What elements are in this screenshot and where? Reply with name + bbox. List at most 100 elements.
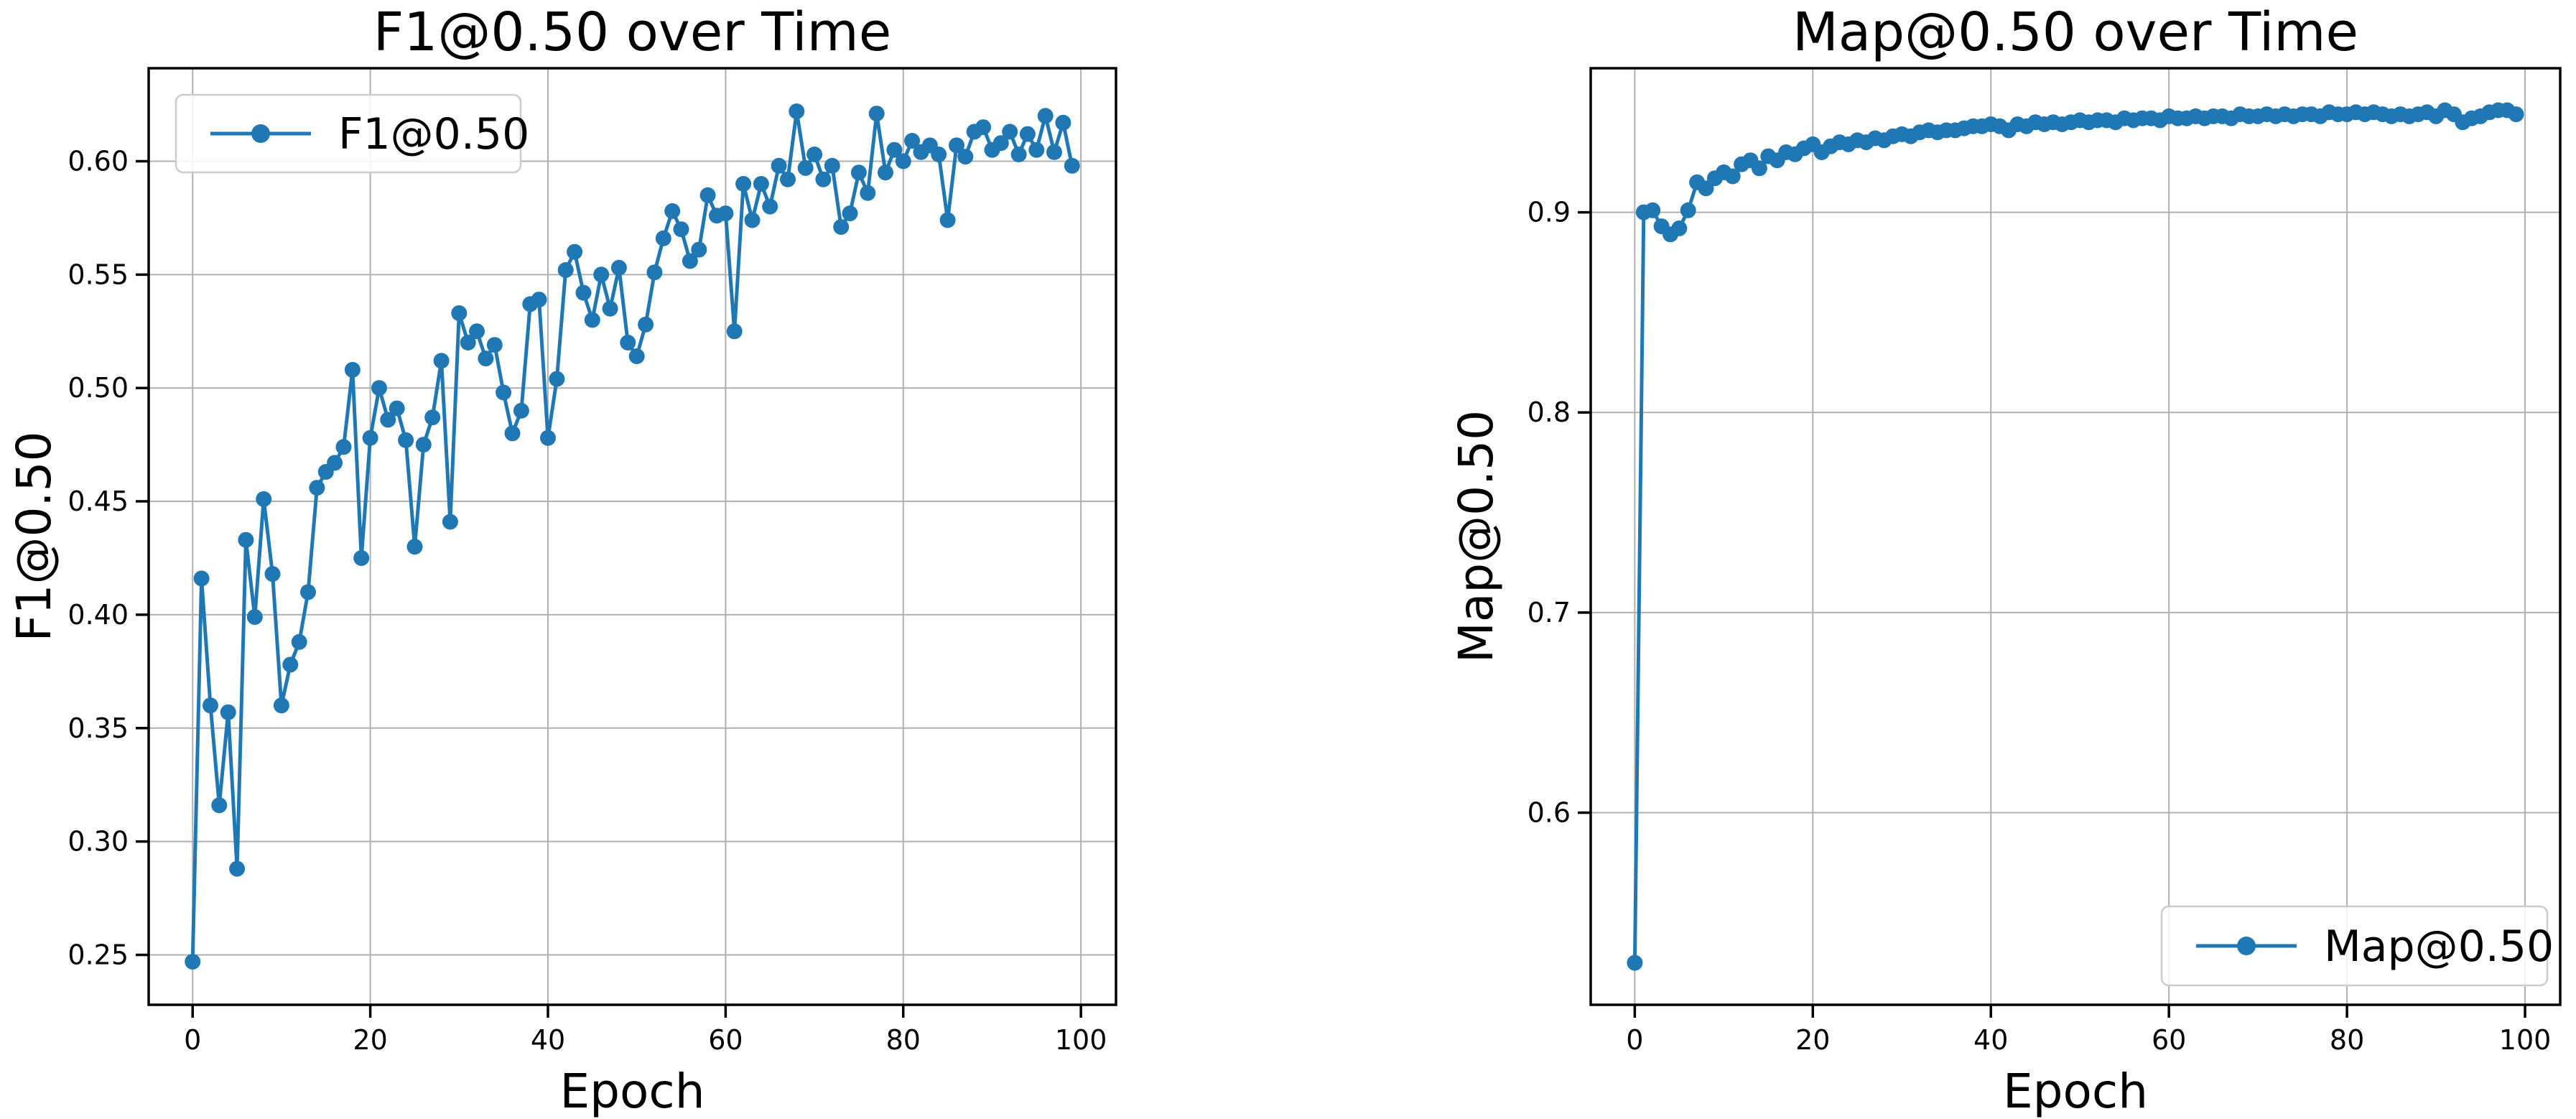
data-point-marker xyxy=(815,171,832,187)
data-point-marker xyxy=(602,300,618,317)
data-point-marker xyxy=(949,137,964,154)
data-point-marker xyxy=(557,262,574,278)
y-tick-label: 0.30 xyxy=(68,826,129,858)
data-point-marker xyxy=(193,570,210,587)
data-point-marker xyxy=(513,402,529,419)
data-point-marker xyxy=(1019,126,1036,142)
data-point-marker xyxy=(824,157,840,174)
data-point-marker xyxy=(406,539,423,555)
data-point-marker xyxy=(273,697,289,714)
data-point-marker xyxy=(504,425,521,442)
x-tick-label: 60 xyxy=(2152,1024,2186,1056)
data-point-marker xyxy=(362,430,378,446)
data-point-marker xyxy=(256,491,272,507)
data-point-marker xyxy=(992,135,1009,152)
data-point-marker xyxy=(806,147,823,162)
data-point-marker xyxy=(735,176,752,192)
y-tick-label: 0.50 xyxy=(68,372,129,404)
data-point-marker xyxy=(567,243,583,260)
data-point-marker xyxy=(389,400,405,417)
data-point-marker xyxy=(1645,202,1661,218)
y-axis-label: Map@0.50 xyxy=(1449,410,1504,663)
data-point-marker xyxy=(327,455,343,471)
data-point-marker xyxy=(771,157,787,174)
data-point-marker xyxy=(575,284,592,301)
data-point-marker xyxy=(699,187,716,203)
data-point-marker xyxy=(878,164,893,181)
data-point-marker xyxy=(380,412,396,428)
map-series-line xyxy=(1632,108,2517,963)
x-tick-label: 100 xyxy=(2499,1024,2552,1056)
y-tick-label: 0.25 xyxy=(68,939,129,971)
x-tick-label: 100 xyxy=(1055,1024,1107,1056)
y-tick-label: 0.55 xyxy=(68,259,129,290)
data-point-marker xyxy=(620,335,636,350)
legend-f1: F1@0.50 xyxy=(175,93,529,174)
data-point-marker xyxy=(1724,168,1741,185)
data-point-marker xyxy=(229,860,246,877)
data-point-marker xyxy=(789,103,805,119)
data-point-marker xyxy=(628,348,645,364)
legend-label: Map@0.50 xyxy=(2324,921,2554,972)
data-point-marker xyxy=(264,566,281,582)
x-axis-label: Epoch xyxy=(559,1064,705,1119)
data-point-marker xyxy=(931,147,947,162)
data-point-marker xyxy=(797,159,814,176)
data-point-marker xyxy=(211,797,228,814)
x-axis-label: Epoch xyxy=(2003,1064,2148,1119)
x-tick-label: 0 xyxy=(1626,1024,1643,1056)
legend-sample-marker xyxy=(251,124,270,143)
data-point-marker xyxy=(744,212,761,228)
x-tick-label: 0 xyxy=(184,1024,201,1056)
data-point-marker xyxy=(833,219,850,235)
x-tick-label: 80 xyxy=(886,1024,921,1056)
data-point-marker xyxy=(1751,160,1767,177)
data-point-marker xyxy=(1680,202,1696,218)
legend-sample-marker xyxy=(2237,937,2256,955)
data-point-marker xyxy=(780,171,796,187)
axes-spines xyxy=(1589,67,2562,1006)
data-point-marker xyxy=(1627,955,1643,971)
data-point-marker xyxy=(646,264,663,281)
data-point-marker xyxy=(246,609,263,626)
data-point-marker xyxy=(282,656,299,673)
data-point-marker xyxy=(886,141,903,158)
data-point-marker xyxy=(850,164,867,181)
chart-title: Map@0.50 over Time xyxy=(1792,1,2358,63)
legend-box xyxy=(2160,905,2549,987)
data-point-marker xyxy=(1055,114,1071,131)
data-point-marker xyxy=(486,337,503,353)
data-point-marker xyxy=(309,480,325,496)
data-point-marker xyxy=(220,704,236,720)
y-tick-label: 0.40 xyxy=(68,599,129,631)
data-point-marker xyxy=(655,230,671,246)
x-tick-label: 60 xyxy=(708,1024,743,1056)
data-point-marker xyxy=(291,633,307,650)
data-point-marker xyxy=(460,335,476,350)
data-point-marker xyxy=(868,106,885,122)
data-point-marker xyxy=(904,133,921,149)
data-point-marker xyxy=(1046,144,1062,160)
data-point-marker xyxy=(860,185,876,201)
data-point-marker xyxy=(673,221,689,238)
data-point-marker xyxy=(1037,108,1054,124)
data-point-marker xyxy=(939,212,956,228)
f1-series-line xyxy=(190,109,1074,962)
data-point-marker xyxy=(1010,147,1027,162)
data-point-marker xyxy=(1002,124,1018,140)
chart-title: F1@0.50 over Time xyxy=(373,1,892,63)
data-point-marker xyxy=(975,119,992,136)
data-point-marker xyxy=(344,361,361,378)
data-point-marker xyxy=(610,259,627,276)
data-point-marker xyxy=(300,584,316,600)
data-point-marker xyxy=(451,305,468,321)
data-point-marker xyxy=(478,350,494,367)
data-point-marker xyxy=(424,409,441,426)
axes-spines xyxy=(147,67,1117,1006)
data-point-marker xyxy=(682,253,698,269)
data-point-marker xyxy=(549,371,565,387)
data-point-marker xyxy=(2508,106,2524,123)
x-tick-label: 20 xyxy=(1795,1024,1830,1056)
